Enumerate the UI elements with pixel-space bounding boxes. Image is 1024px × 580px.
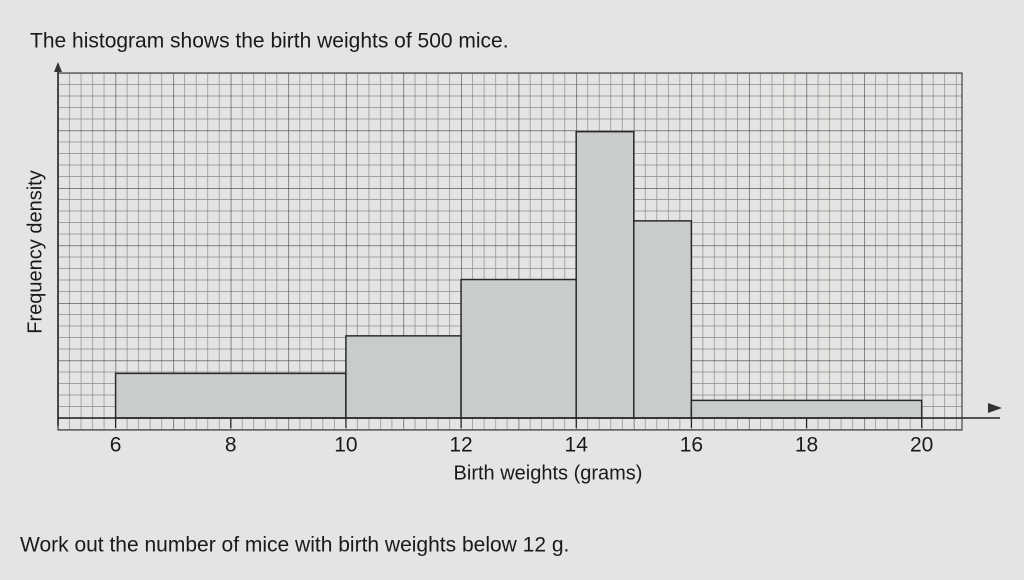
- y-axis-label: Frequency density: [24, 170, 46, 333]
- plot: 6 8 10 12 14 16 18 20: [54, 62, 1002, 457]
- chart-title: The histogram shows the birth weights of…: [30, 30, 509, 53]
- y-axis-arrow: [54, 62, 62, 72]
- x-axis-label: Birth weights (grams): [454, 462, 643, 484]
- bar: [575, 130, 635, 419]
- bar: [345, 335, 462, 419]
- question: Work out the number of mice with birth w…: [20, 534, 569, 557]
- x-tick-label: 14: [565, 434, 589, 457]
- x-axis-arrow: [988, 403, 1002, 413]
- x-tick-label: 16: [680, 434, 703, 457]
- x-tick-label: 10: [334, 434, 357, 457]
- x-tick-label: 18: [795, 434, 818, 457]
- x-tick-label: 20: [910, 434, 933, 457]
- bar: [690, 399, 923, 419]
- x-tick-label: 8: [225, 434, 237, 457]
- bar: [633, 220, 693, 419]
- bar: [460, 278, 577, 419]
- x-tick-label: 12: [449, 434, 472, 457]
- x-tick-label: 6: [110, 434, 122, 457]
- bar: [114, 372, 347, 419]
